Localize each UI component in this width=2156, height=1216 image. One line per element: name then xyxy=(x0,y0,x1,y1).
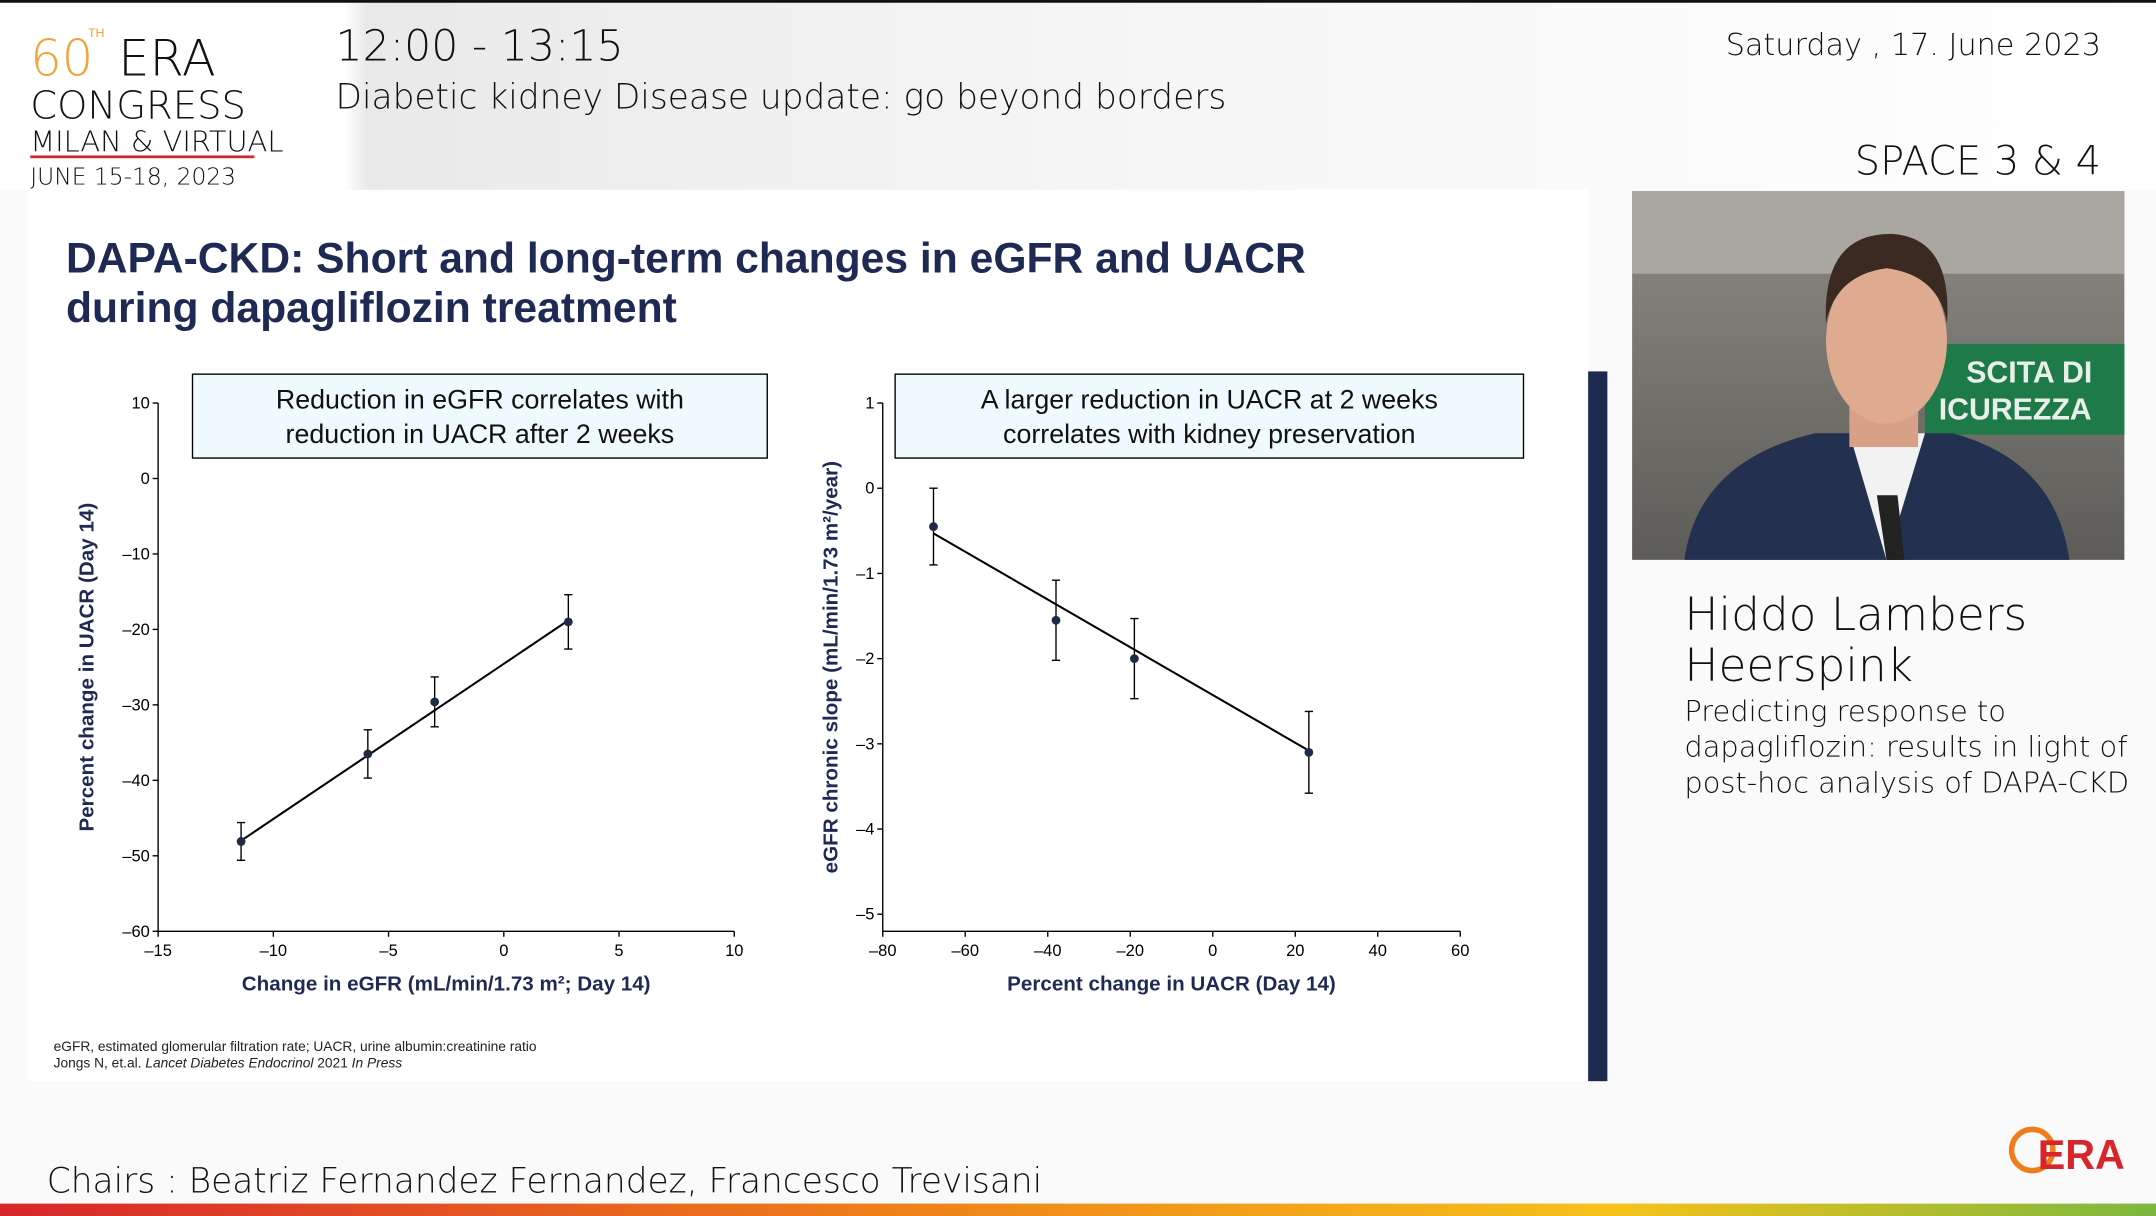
talk-title: dapagliflozin: results in light of xyxy=(1684,730,2128,764)
x-tick-label: 5 xyxy=(614,942,623,960)
x-tick-label: –80 xyxy=(869,942,897,960)
logo-number: 60 xyxy=(30,30,93,88)
y-tick-label: 0 xyxy=(141,470,150,488)
annotation-box xyxy=(894,373,1525,459)
x-tick-label: 40 xyxy=(1369,942,1387,960)
y-tick-label: –60 xyxy=(122,923,150,941)
speaker-name: Heerspink xyxy=(1684,639,1913,692)
point xyxy=(363,749,373,759)
logo-rule xyxy=(30,155,255,159)
slide-sidebar xyxy=(1588,371,1608,1082)
point xyxy=(430,697,440,707)
slide-title: DAPA-CKD: Short and long-term changes in… xyxy=(66,234,1306,282)
era-logo: ERA xyxy=(2008,1126,2125,1178)
speaker-video: SCITA DI ICUREZZA xyxy=(1632,191,2125,560)
hair xyxy=(1825,233,1948,324)
footer-strip xyxy=(0,1203,2156,1216)
y-tick-label: –20 xyxy=(122,621,150,639)
y-tick-label: –40 xyxy=(122,772,150,790)
y-tick-label: 10 xyxy=(132,395,150,413)
x-tick-label: –15 xyxy=(144,942,172,960)
x-axis-label: Percent change in UACR (Day 14) xyxy=(1007,972,1336,995)
logo-dates: JUNE 15-18, 2023 xyxy=(30,162,236,190)
logo-text: ERA xyxy=(2038,1132,2125,1178)
annotation-text: reduction in UACR after 2 weeks xyxy=(286,419,675,449)
footnote: eGFR, estimated glomerular filtration ra… xyxy=(54,1039,537,1054)
y-axis-label: Percent change in UACR (Day 14) xyxy=(76,503,99,832)
x-tick-label: –40 xyxy=(1034,942,1062,960)
tie xyxy=(1876,495,1905,560)
x-axis-label: Change in eGFR (mL/min/1.73 m²; Day 14) xyxy=(242,972,651,995)
y-tick-label: –2 xyxy=(856,650,874,668)
footnote-part: 2021 xyxy=(313,1055,351,1070)
chairs: Chairs : Beatriz Fernandez Fernandez, Fr… xyxy=(47,1162,1042,1202)
x-tick-label: 0 xyxy=(1208,942,1217,960)
footnote: Jongs N, et.al. Lancet Diabetes Endocrin… xyxy=(54,1055,403,1070)
session-title: Diabetic kidney Disease update: go beyon… xyxy=(336,78,1227,118)
y-tick-label: –1 xyxy=(856,565,874,583)
y-tick-label: –50 xyxy=(122,847,150,865)
talk-title: post-hoc analysis of DAPA-CKD xyxy=(1684,765,2129,799)
logo-city: MILAN & VIRTUAL xyxy=(30,124,283,158)
y-tick-label: –3 xyxy=(856,735,874,753)
x-tick-label: 60 xyxy=(1451,942,1469,960)
y-tick-label: –4 xyxy=(856,821,874,839)
y-axis-label: eGFR chronic slope (mL/min/1.73 m²/year) xyxy=(819,461,842,873)
charts: –15 –10 –5 0 5 10100–10–20–30–40–50–60Change … xyxy=(76,373,1525,995)
y-tick-label: 1 xyxy=(865,395,874,413)
speaker-name: Hiddo Lambers xyxy=(1684,588,2027,641)
x-tick-label: 0 xyxy=(499,942,508,960)
footnote-part: Jongs N, et.al. xyxy=(54,1055,146,1070)
head xyxy=(1826,258,1947,424)
x-tick-label: –20 xyxy=(1116,942,1144,960)
x-tick-label: –60 xyxy=(951,942,979,960)
x-tick-label: –5 xyxy=(379,942,397,960)
date: Saturday , 17. June 2023 xyxy=(1726,28,2101,63)
annotation-text: A larger reduction in UACR at 2 weeks xyxy=(981,385,1438,415)
fit-line xyxy=(240,619,569,842)
talk-title: Predicting response to xyxy=(1684,694,2006,728)
room: SPACE 3 & 4 xyxy=(1855,139,2101,185)
top-edge xyxy=(0,0,2156,3)
logo-era: ERA xyxy=(118,30,216,88)
annotation-text: Reduction in eGFR correlates with xyxy=(276,385,684,415)
footnote-part: Lancet Diabetes Endocrinol xyxy=(145,1055,314,1070)
header-band xyxy=(0,0,2156,190)
point xyxy=(1051,615,1061,625)
point xyxy=(1304,747,1314,757)
exit-sign xyxy=(1925,343,2125,435)
annotation-text: correlates with kidney preservation xyxy=(1003,419,1415,449)
point xyxy=(563,617,573,627)
logo-sup: TH xyxy=(88,26,104,40)
congress-logo: 60 TH ERA CONGRESS MILAN & VIRTUAL JUNE … xyxy=(30,26,283,190)
point xyxy=(929,522,938,531)
y-tick-label: –10 xyxy=(122,545,150,563)
sign-text: ICUREZZA xyxy=(1939,394,2092,427)
x-tick-label: –10 xyxy=(260,942,288,960)
point xyxy=(236,837,246,846)
annotation-box xyxy=(191,373,768,459)
sign-text: SCITA DI xyxy=(1966,356,2092,389)
y-tick-label: –5 xyxy=(856,906,874,924)
y-tick-label: 0 xyxy=(865,480,874,498)
logo-congress: CONGRESS xyxy=(30,83,246,128)
y-tick-label: –30 xyxy=(122,696,150,714)
logo-ring xyxy=(2008,1126,2056,1174)
slide-title: during dapagliflozin treatment xyxy=(66,284,677,332)
session-time: 12:00 - 13:15 xyxy=(336,22,624,72)
point xyxy=(1129,654,1139,664)
x-tick-label: 20 xyxy=(1286,942,1304,960)
slide xyxy=(27,189,1589,1082)
footnote-part: In Press xyxy=(352,1055,403,1070)
x-tick-label: 10 xyxy=(725,942,743,960)
fit-line xyxy=(932,532,1310,752)
